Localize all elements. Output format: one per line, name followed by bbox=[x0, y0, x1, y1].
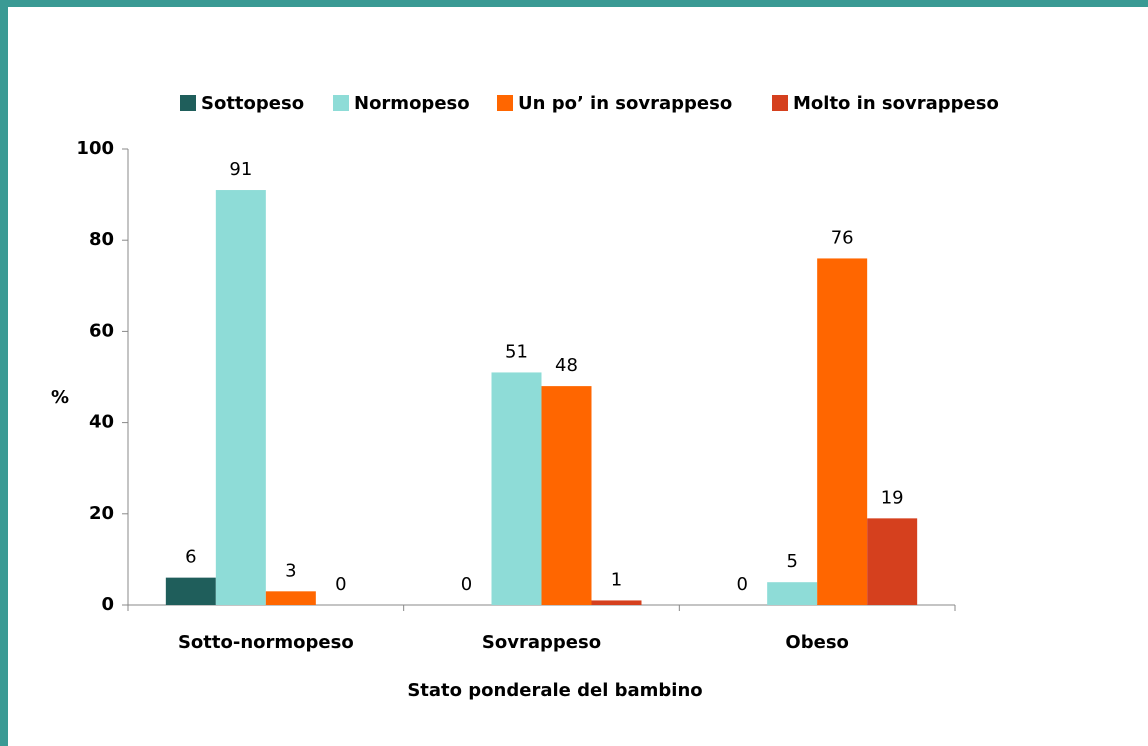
legend-label: Molto in sovrappeso bbox=[793, 93, 999, 114]
data-label: 0 bbox=[736, 574, 747, 595]
bar bbox=[265, 591, 316, 605]
frame-left bbox=[0, 0, 8, 746]
bar bbox=[817, 258, 868, 605]
legend-label: Un po’ in sovrappeso bbox=[518, 93, 732, 114]
bar bbox=[215, 190, 266, 606]
y-tick-label: 100 bbox=[76, 138, 114, 159]
legend-label: Normopeso bbox=[354, 93, 470, 114]
bar bbox=[591, 600, 642, 605]
legend-swatch bbox=[180, 95, 196, 111]
data-label: 5 bbox=[786, 551, 797, 572]
legend-label: Sottopeso bbox=[201, 93, 304, 114]
bar bbox=[867, 518, 918, 605]
data-label: 0 bbox=[461, 574, 472, 595]
legend-swatch bbox=[497, 95, 513, 111]
data-label: 6 bbox=[185, 547, 196, 568]
frame-top bbox=[0, 0, 1148, 7]
bar bbox=[165, 577, 216, 605]
y-tick-label: 60 bbox=[89, 320, 114, 341]
data-label: 0 bbox=[335, 574, 346, 595]
data-label: 51 bbox=[505, 341, 528, 362]
data-label: 48 bbox=[555, 355, 578, 376]
y-tick-label: 20 bbox=[89, 503, 114, 524]
y-axis-label: % bbox=[51, 387, 69, 408]
data-label: 91 bbox=[229, 159, 252, 180]
legend-swatch bbox=[772, 95, 788, 111]
bar bbox=[767, 582, 818, 605]
data-label: 76 bbox=[831, 227, 854, 248]
data-label: 3 bbox=[285, 560, 296, 581]
x-axis-title: Stato ponderale del bambino bbox=[407, 680, 702, 701]
y-tick-label: 80 bbox=[89, 229, 114, 250]
legend-swatch bbox=[333, 95, 349, 111]
x-tick-label: Sovrappeso bbox=[482, 632, 601, 653]
x-tick-label: Sotto-normopeso bbox=[178, 632, 354, 653]
x-tick-label: Obeso bbox=[785, 632, 848, 653]
bar bbox=[541, 386, 592, 605]
y-tick-label: 40 bbox=[89, 412, 114, 433]
data-label: 19 bbox=[881, 487, 904, 508]
data-label: 1 bbox=[611, 569, 622, 590]
y-tick-label: 0 bbox=[101, 594, 114, 615]
bar bbox=[491, 372, 542, 605]
